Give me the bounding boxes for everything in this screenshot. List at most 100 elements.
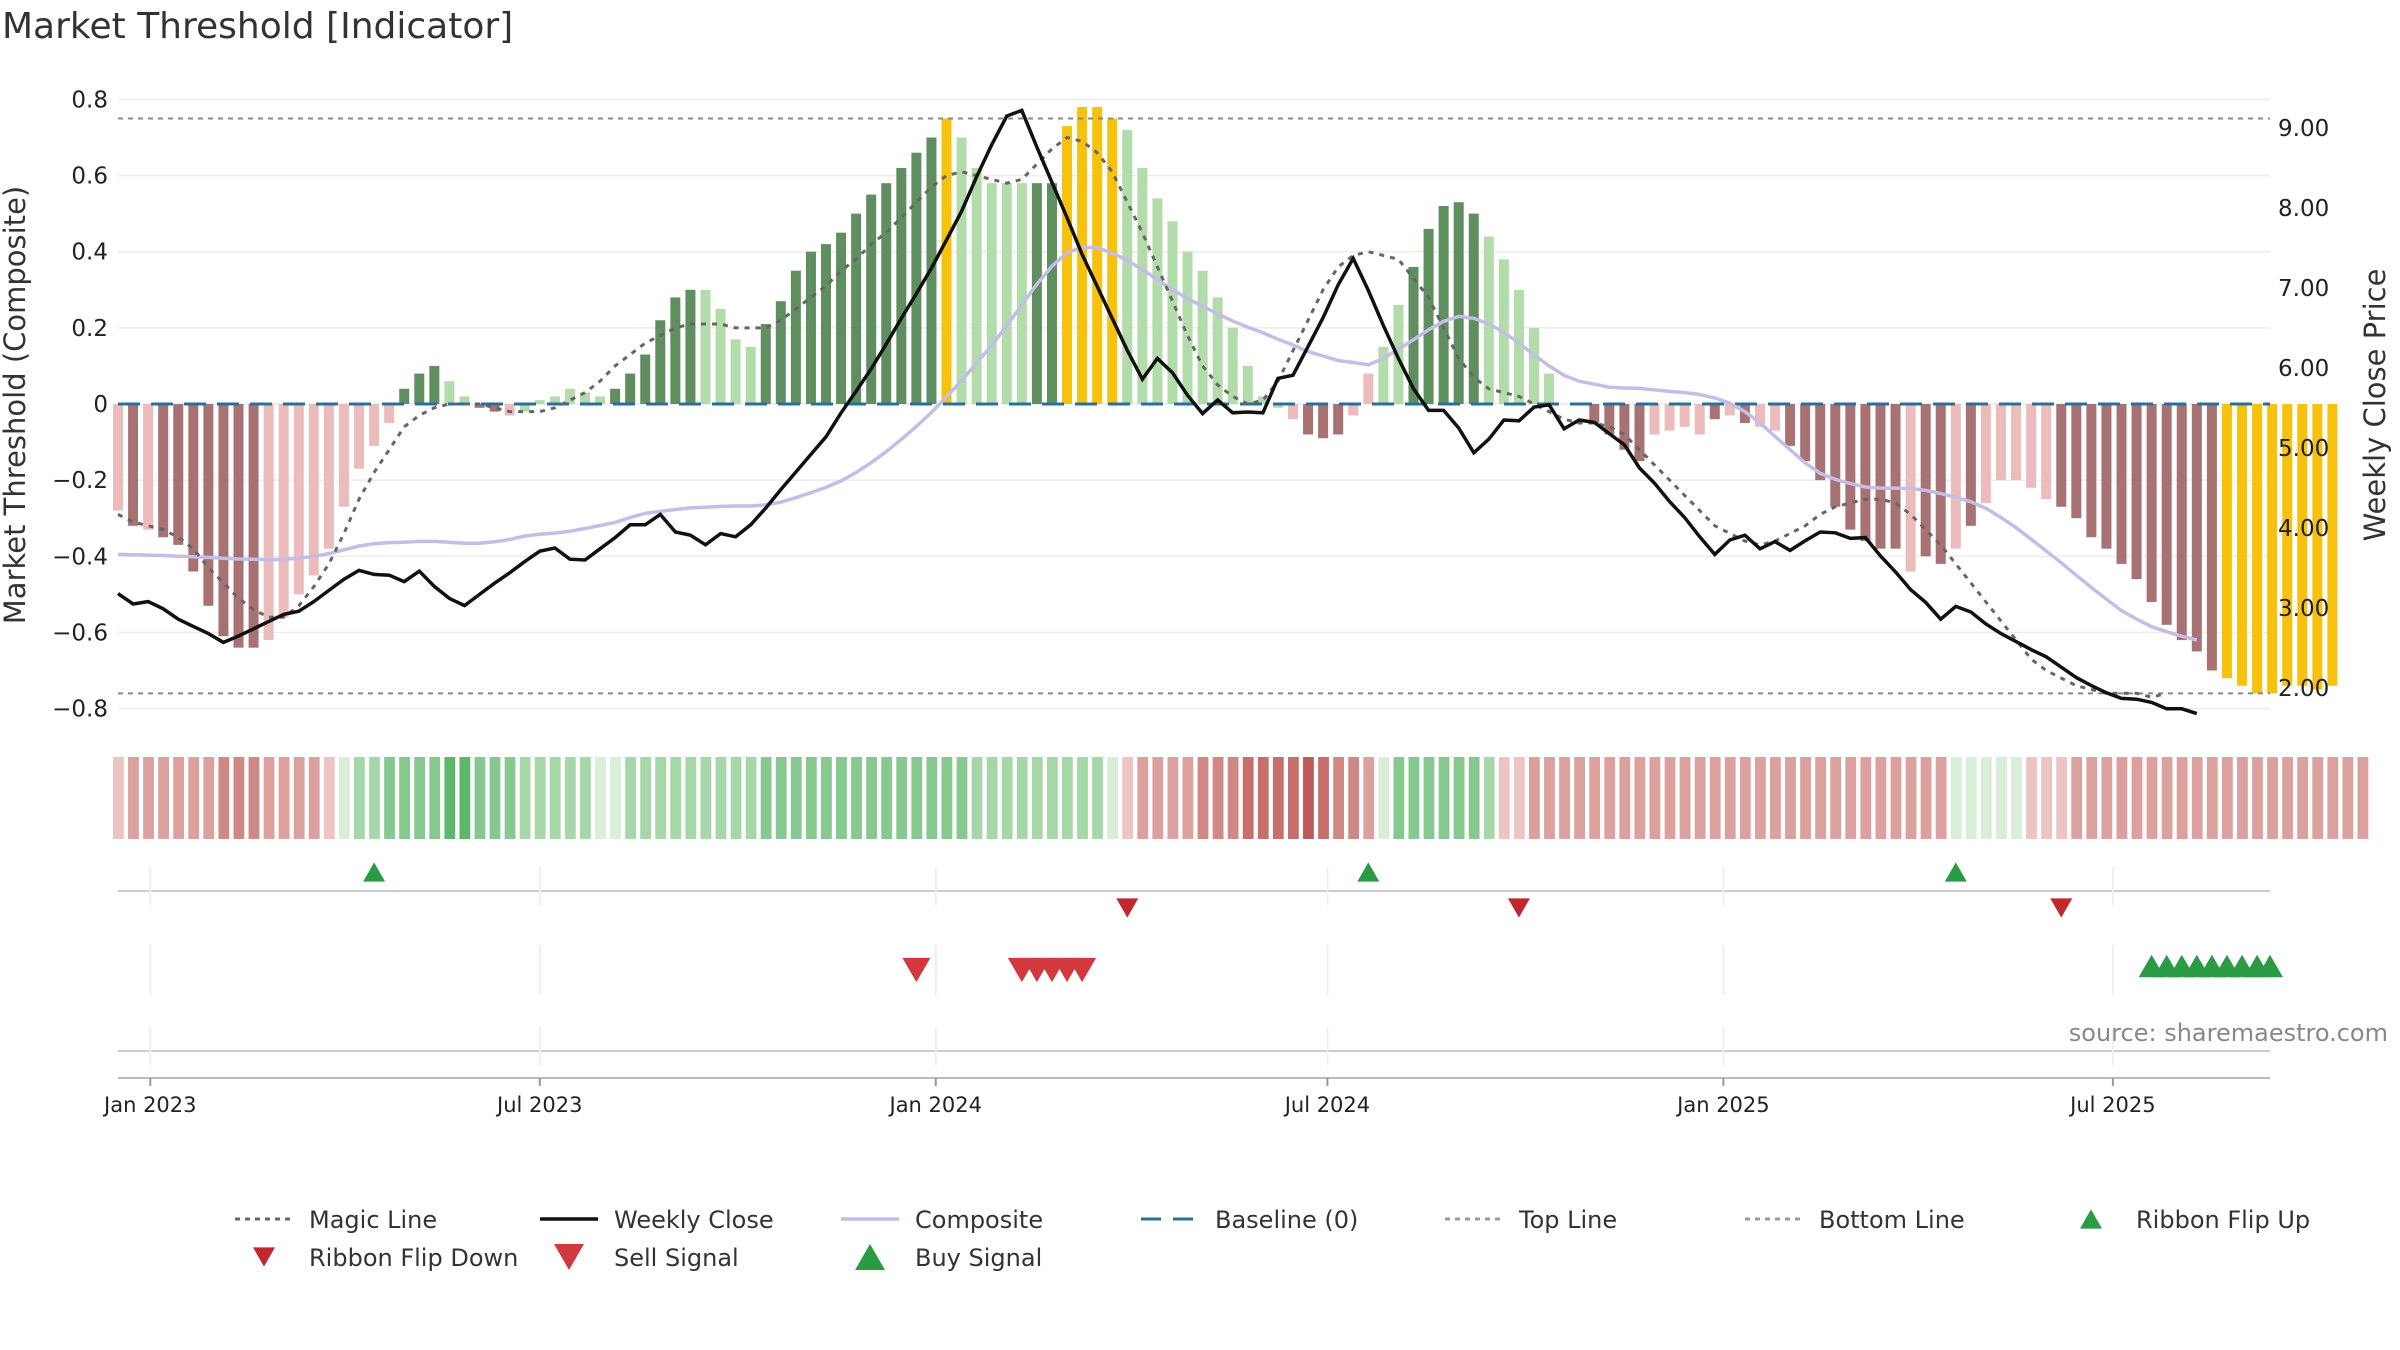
ribbon-cell	[2116, 757, 2128, 839]
ribbon-cell	[1950, 757, 1962, 839]
legend-marker	[855, 1243, 885, 1271]
composite-bar	[1453, 202, 1464, 404]
composite-bar	[1980, 404, 1991, 503]
ribbon-cell	[1092, 757, 1103, 839]
weekly-close-line	[117, 108, 2198, 716]
ribbon-strip	[113, 757, 2369, 839]
ribbon-cell	[971, 757, 983, 839]
ribbon-flip-down-marker	[1116, 898, 1139, 918]
composite-bar	[2252, 404, 2263, 694]
ribbon-cell	[1062, 757, 1073, 839]
composite-bar	[534, 400, 545, 404]
x-tick-label: Jul 2025	[2068, 1093, 2155, 1117]
composite-bar	[1679, 404, 1690, 427]
ribbon-cell	[2191, 757, 2203, 839]
ribbon-cell	[1664, 757, 1676, 839]
legend-label: Buy Signal	[915, 1244, 1042, 1272]
ribbon-cell	[1152, 757, 1164, 839]
ribbon-cell	[730, 757, 742, 839]
composite-bar	[2191, 404, 2202, 652]
ribbon-cell	[1996, 757, 2007, 839]
composite-bar	[821, 244, 832, 404]
composite-bar	[158, 404, 169, 538]
composite-bar	[941, 118, 952, 405]
ribbon-cell	[1272, 757, 1284, 839]
ribbon-cell	[1107, 757, 1119, 839]
ribbon-cell	[956, 757, 968, 839]
ribbon-cell	[1167, 757, 1179, 839]
composite-bar	[1619, 404, 1630, 450]
legend-label: Sell Signal	[614, 1244, 739, 1272]
legend-item: Top Line	[1445, 1206, 1617, 1234]
composite-bar	[881, 183, 892, 404]
ribbon-cell	[1694, 757, 1706, 839]
composite-bar	[1513, 289, 1524, 404]
composite-bar	[233, 404, 244, 648]
composite-bar	[384, 404, 395, 424]
ribbon-cell	[1649, 757, 1661, 839]
ribbon-cell	[248, 757, 260, 839]
composite-bars	[113, 107, 2338, 694]
composite-bar	[1845, 404, 1856, 530]
composite-bar	[1709, 404, 1720, 420]
ribbon-cell	[715, 757, 727, 839]
y-tick-label-right: 8.00	[2278, 196, 2329, 222]
ribbon-cell	[1182, 757, 1194, 839]
composite-bar	[2146, 404, 2157, 602]
composite-bar	[1694, 404, 1705, 435]
composite-bar	[1920, 404, 1931, 557]
ribbon-cell	[2056, 757, 2068, 839]
composite-bar	[2221, 404, 2232, 679]
buy-signal-marker	[2257, 954, 2283, 978]
composite-bar	[113, 404, 123, 511]
y-tick-label-right: 2.00	[2278, 676, 2329, 702]
ribbon-cell	[1619, 757, 1631, 839]
sell-signal-marker	[902, 957, 931, 983]
ribbon-cell	[1031, 757, 1043, 839]
ribbon-cell	[1604, 757, 1616, 839]
ribbon-flip-down-marker	[2050, 898, 2073, 918]
legend-label: Ribbon Flip Down	[309, 1244, 518, 1272]
composite-bar	[1137, 167, 1148, 404]
legend-item: Buy Signal	[855, 1243, 1042, 1272]
ribbon-cell	[399, 757, 411, 839]
composite-bar	[293, 404, 304, 595]
composite-bar	[1875, 404, 1886, 549]
composite-bar	[1634, 404, 1645, 462]
composite-bar	[1815, 404, 1826, 481]
composite-bar	[851, 213, 862, 404]
ribbon-cell	[836, 757, 847, 839]
ribbon-cell	[2297, 757, 2309, 839]
ribbon-cell	[655, 757, 667, 839]
composite-bar	[263, 404, 274, 641]
x-tick-label: Jan 2025	[1675, 1093, 1770, 1117]
ribbon-flip-up-marker	[1944, 862, 1967, 882]
ribbon-cell	[1589, 757, 1601, 839]
composite-bar	[1965, 404, 1976, 526]
y-tick-label-right: 6.00	[2278, 356, 2329, 382]
composite-bar	[866, 194, 877, 404]
composite-bar	[1197, 270, 1208, 404]
x-axis: Jan 2023 Jul 2023 Jan 2024 Jul 2024 Jan 2025…	[102, 1078, 2156, 1117]
composite-bar	[911, 152, 922, 404]
composite-bar	[2041, 404, 2052, 500]
ribbon-cell	[805, 757, 817, 839]
ribbon-cell	[1197, 757, 1209, 839]
composite-line	[117, 245, 2198, 642]
ribbon-cell	[1920, 757, 1932, 839]
composite-bar	[2176, 404, 2187, 641]
composite-bar	[2312, 404, 2323, 690]
composite-bar	[1529, 327, 1540, 404]
ribbon-cell	[233, 757, 245, 839]
legend-label: Ribbon Flip Up	[2136, 1206, 2310, 1234]
ribbon-cell	[1046, 757, 1058, 839]
ribbon-cell	[2176, 757, 2188, 839]
composite-bar	[414, 373, 425, 404]
composite-bar	[459, 396, 470, 404]
ribbon-cell	[1423, 757, 1435, 839]
composite-bar	[564, 388, 575, 404]
composite-bar	[1242, 365, 1253, 404]
composite-bar	[1860, 404, 1871, 542]
y-tick-label-left: 0	[93, 392, 108, 418]
ribbon-cell	[549, 757, 561, 839]
